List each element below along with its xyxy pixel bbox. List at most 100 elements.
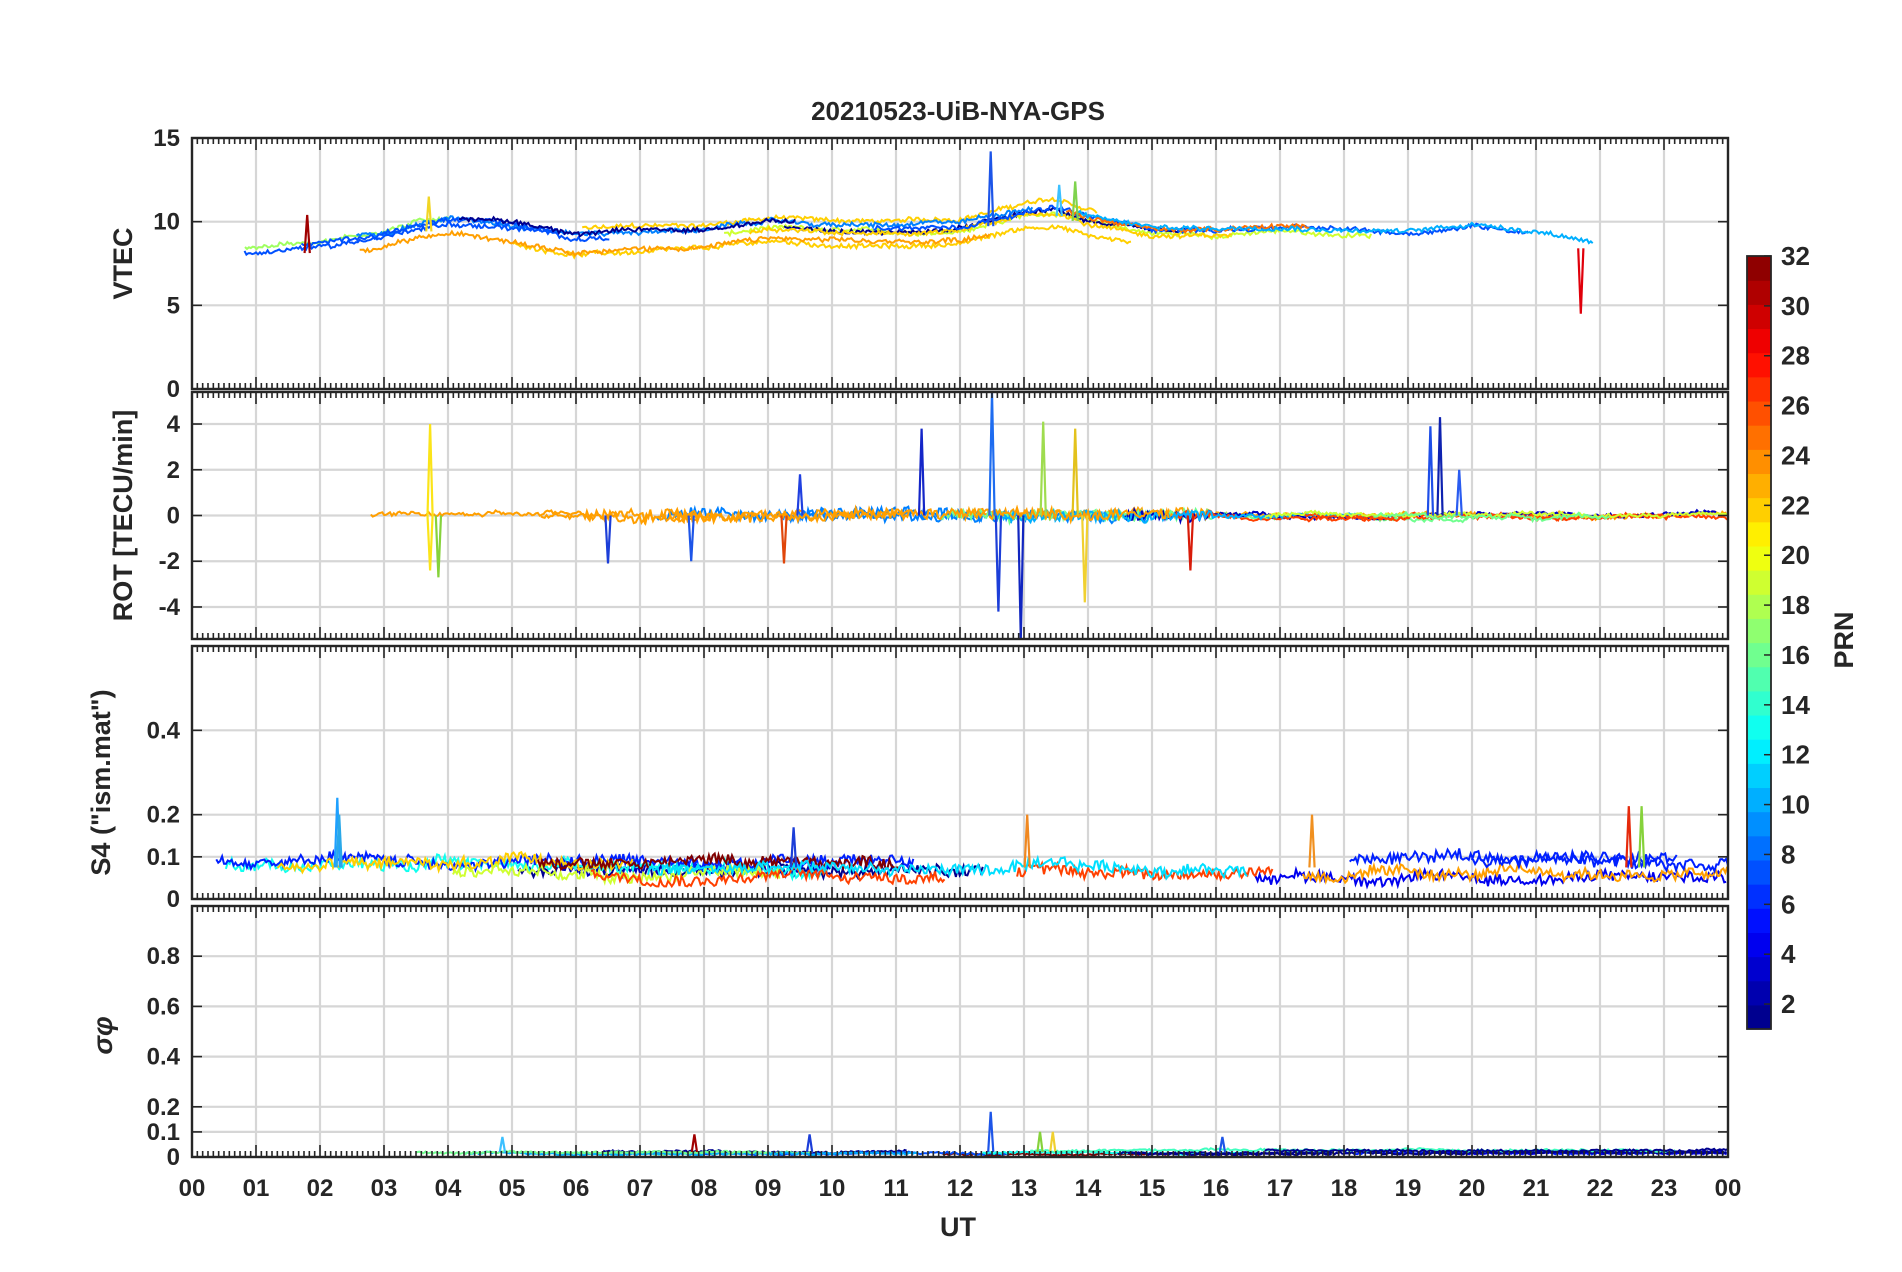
prn-series-line <box>1016 860 1274 883</box>
y-tick-label: 0.2 <box>147 1094 180 1121</box>
colorbar-tick-label: 24 <box>1781 440 1810 470</box>
panel-rot: -4 -2 0 2 4 ROT [TECU/min] <box>108 390 1730 641</box>
y-tick-label: 0 <box>167 376 180 403</box>
x-tick-label: 21 <box>1523 1175 1550 1202</box>
series-group <box>243 151 1594 314</box>
x-tick-label: 16 <box>1203 1175 1230 1202</box>
y-tick-label: 10 <box>153 209 180 236</box>
y-tick-label: -2 <box>159 548 180 575</box>
x-tick-label: 00 <box>179 1175 206 1202</box>
series-spike <box>987 1111 995 1153</box>
series-spike <box>1436 417 1444 516</box>
colorbar-segment <box>1747 690 1771 716</box>
colorbar-tick-label: 26 <box>1781 391 1810 421</box>
colorbar-label: PRN <box>1829 611 1859 668</box>
colorbar-segment <box>1747 376 1771 402</box>
x-tick-label: 14 <box>1075 1175 1102 1202</box>
x-tick-label: 03 <box>371 1175 398 1202</box>
colorbar-segment <box>1747 256 1771 281</box>
series-spike <box>434 515 443 578</box>
colorbar-segment <box>1747 545 1771 571</box>
chart-title: 20210523-UiB-NYA-GPS <box>811 96 1105 126</box>
prn-series-line <box>540 504 1170 526</box>
prn-series-line <box>1301 861 1728 885</box>
panel-frame <box>190 644 1730 901</box>
series-spike <box>604 515 612 564</box>
series-spike <box>303 214 311 254</box>
series-spike <box>1218 1136 1227 1153</box>
series-spike <box>1071 181 1079 222</box>
x-tick-label: 22 <box>1587 1175 1614 1202</box>
series-spike <box>426 423 434 516</box>
prn-series-line <box>581 196 1098 230</box>
y-tick-label: 0.2 <box>147 802 180 829</box>
prn-series-line <box>1117 1149 1727 1157</box>
prn-series-line <box>512 224 1132 260</box>
y-axis-label: S4 ("ism.mat") <box>86 689 116 875</box>
series-spike <box>1186 515 1195 571</box>
panel-vtec: 0 5 10 15 VTEC <box>108 125 1730 403</box>
x-tick-label: 13 <box>1011 1175 1038 1202</box>
series-spike <box>917 428 926 516</box>
series-spike <box>425 196 433 232</box>
colorbar-tick-label: 14 <box>1781 690 1810 720</box>
prn-series-line <box>749 212 1232 240</box>
colorbar-tick-label: 32 <box>1781 241 1810 271</box>
series-spike <box>780 515 788 564</box>
x-tick-label: 18 <box>1331 1175 1358 1202</box>
series-spike <box>789 827 798 868</box>
x-tick-label: 23 <box>1651 1175 1678 1202</box>
prn-series-line <box>1349 847 1728 874</box>
colorbar-segment <box>1747 473 1771 499</box>
series-spike <box>1039 421 1047 516</box>
prn-series-line <box>1264 1147 1728 1154</box>
series-spike <box>690 1134 699 1153</box>
x-tick-label: 17 <box>1267 1175 1294 1202</box>
series-spike <box>1036 1131 1044 1153</box>
panel-frame <box>190 390 1730 641</box>
colorbar-tick-label: 28 <box>1781 341 1810 371</box>
series-spike <box>1049 1131 1057 1153</box>
colorbar-segment <box>1747 352 1771 378</box>
colorbar-segment <box>1747 763 1771 789</box>
colorbar-segment <box>1747 859 1771 885</box>
series-spike <box>1637 806 1646 868</box>
colorbar-tick-label: 30 <box>1781 291 1810 321</box>
series-spike <box>1426 426 1435 516</box>
prn-series-line <box>359 229 991 258</box>
prn-series-line <box>1065 208 1311 235</box>
series-spike <box>1081 515 1089 603</box>
series-spike <box>1071 428 1079 516</box>
series-group <box>215 797 1728 890</box>
prn-series-line <box>647 854 1248 881</box>
x-axis: 00 01 02 03 04 05 06 07 08 09 10 11 12 13 14 15 16 17 18 19… <box>179 1175 1742 1202</box>
series-spike <box>1055 184 1063 217</box>
series-spike <box>426 515 434 571</box>
colorbar-tick-label: 16 <box>1781 640 1810 670</box>
prn-series-line <box>458 215 796 238</box>
x-tick-label: 19 <box>1395 1175 1422 1202</box>
panel-sigma: 00.10.2 0.4 0.6 0.8 σφ <box>87 904 1730 1171</box>
x-tick-label: 12 <box>947 1175 974 1202</box>
x-tick-label: 09 <box>755 1175 782 1202</box>
colorbar-frame <box>1746 255 1772 1030</box>
series-spike <box>994 515 1003 612</box>
colorbar-segment <box>1747 449 1771 475</box>
colorbar-segment <box>1747 328 1771 354</box>
y-tick-label: 0.6 <box>147 993 180 1020</box>
colorbar-tick-label: 20 <box>1781 540 1810 570</box>
x-tick-label: 15 <box>1139 1175 1166 1202</box>
x-tick-label: 01 <box>243 1175 270 1202</box>
series-spike <box>335 814 343 868</box>
series-spike <box>1577 248 1585 314</box>
y-tick-label: 0.4 <box>147 717 181 744</box>
series-group <box>370 392 1728 639</box>
y-tick-label: 0.8 <box>147 943 180 970</box>
colorbar-segment <box>1747 884 1771 909</box>
colorbar-segment <box>1747 666 1771 692</box>
colorbar-segment <box>1747 739 1771 764</box>
colorbar-tick-label: 8 <box>1781 839 1795 869</box>
colorbar-segment <box>1747 304 1771 330</box>
